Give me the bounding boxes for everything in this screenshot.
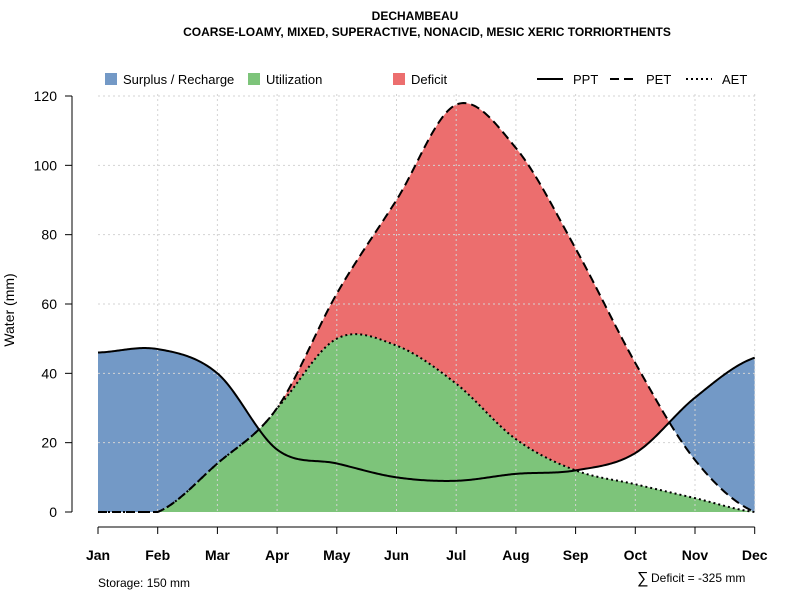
y-tick-label: 40: [41, 365, 57, 381]
x-tick-label: Aug: [502, 547, 529, 563]
storage-note: Storage: 150 mm: [98, 576, 190, 590]
axis-layer: 0 20 40 60 80 100 120 Jan Feb Mar Apr May Jun Jul Aug S…: [34, 88, 768, 563]
legend-label: Utilization: [266, 72, 322, 87]
legend-label: PPT: [573, 72, 598, 87]
x-tick-label: Jan: [86, 547, 110, 563]
legend-label: AET: [722, 72, 747, 87]
deficit-area: [98, 103, 755, 471]
series-line-pet: [98, 102, 756, 513]
legend-label: Deficit: [411, 72, 448, 87]
series-line-layer: [97, 102, 756, 513]
x-tick-label: Sep: [563, 547, 589, 563]
y-tick-label: 100: [34, 157, 58, 173]
x-tick-label: Feb: [145, 547, 170, 563]
y-tick-label: 120: [34, 88, 58, 104]
x-tick-label: Nov: [682, 547, 709, 563]
y-tick-label: 0: [49, 504, 57, 520]
legend-swatch-deficit: [393, 73, 405, 85]
y-axis-label: Water (mm): [1, 273, 17, 346]
chart-subtitle: COARSE-LOAMY, MIXED, SUPERACTIVE, NONACI…: [183, 25, 671, 39]
x-tick-label: Jun: [384, 547, 409, 563]
utilization-area: [98, 334, 755, 512]
sum-symbol: ∑: [637, 570, 648, 587]
y-tick-label: 20: [41, 435, 57, 451]
x-tick-label: Dec: [742, 547, 768, 563]
legend: Surplus / Recharge Utilization Deficit PPT P…: [105, 72, 747, 87]
deficit-note: Deficit = -325 mm: [651, 571, 745, 585]
legend-swatch-surplus-recharge: [105, 73, 117, 85]
chart-title: DECHAMBEAU: [372, 9, 459, 23]
area-fill-layer: [98, 103, 755, 512]
legend-label: Surplus / Recharge: [123, 72, 234, 87]
surplus-recharge-area: [98, 103, 755, 512]
x-tick-label: Mar: [205, 547, 230, 563]
x-tick-label: May: [323, 547, 350, 563]
series-line-ppt: [97, 347, 756, 482]
y-tick-label: 60: [41, 296, 57, 312]
legend-swatch-utilization: [248, 73, 260, 85]
x-tick-label: Apr: [265, 547, 290, 563]
legend-label: PET: [646, 72, 671, 87]
y-tick-label: 80: [41, 227, 57, 243]
x-tick-label: Oct: [624, 547, 648, 563]
x-tick-label: Jul: [446, 547, 466, 563]
